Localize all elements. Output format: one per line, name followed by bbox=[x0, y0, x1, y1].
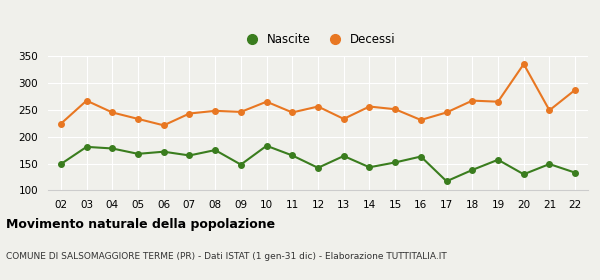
Text: Movimento naturale della popolazione: Movimento naturale della popolazione bbox=[6, 218, 275, 231]
Legend: Nascite, Decessi: Nascite, Decessi bbox=[235, 28, 401, 51]
Text: COMUNE DI SALSOMAGGIORE TERME (PR) - Dati ISTAT (1 gen-31 dic) - Elaborazione TU: COMUNE DI SALSOMAGGIORE TERME (PR) - Dat… bbox=[6, 252, 447, 261]
